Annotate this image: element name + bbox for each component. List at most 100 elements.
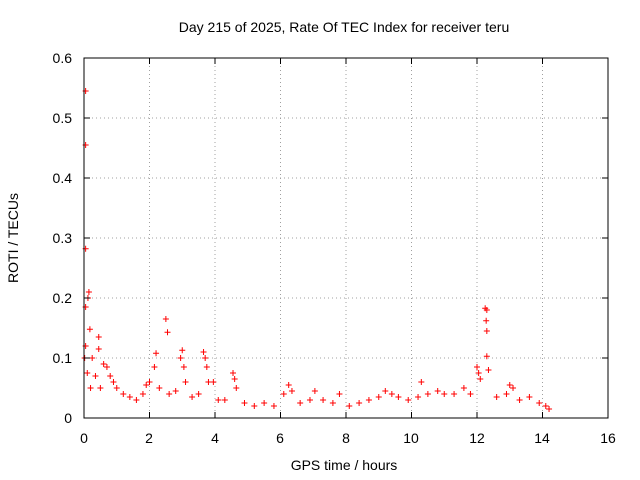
x-tick-label: 0 xyxy=(80,430,88,446)
gridlines xyxy=(83,57,609,419)
data-point xyxy=(203,364,210,370)
data-point xyxy=(210,379,217,385)
data-point xyxy=(395,394,402,400)
data-point xyxy=(103,364,110,370)
data-point xyxy=(285,382,292,388)
x-tick-label: 14 xyxy=(534,430,550,446)
data-point xyxy=(542,403,549,409)
data-point xyxy=(506,382,513,388)
data-point xyxy=(162,316,169,322)
data-point xyxy=(97,385,104,391)
data-point xyxy=(483,353,490,360)
chart-title: Day 215 of 2025, Rate Of TEC Index for r… xyxy=(179,19,509,35)
data-point xyxy=(172,388,179,394)
data-point xyxy=(100,361,107,367)
x-tick-labels: 0 2 4 6 8 10 12 14 16 xyxy=(80,430,616,446)
data-point xyxy=(110,379,117,385)
data-point xyxy=(336,391,343,397)
data-point xyxy=(329,400,336,406)
data-point xyxy=(441,391,448,397)
data-point xyxy=(177,355,184,361)
data-point xyxy=(126,394,133,400)
data-point xyxy=(388,391,395,397)
data-point xyxy=(382,388,389,394)
y-tick-label: 0.1 xyxy=(53,350,73,366)
data-point xyxy=(297,400,304,406)
y-tick-label: 0.5 xyxy=(53,110,73,126)
data-point xyxy=(200,349,207,355)
data-point xyxy=(526,394,533,400)
data-point xyxy=(356,400,363,406)
data-point xyxy=(405,397,412,403)
data-point xyxy=(230,370,237,376)
data-point xyxy=(536,400,543,406)
data-point xyxy=(195,391,202,397)
data-point xyxy=(516,397,523,403)
y-tick-label: 0 xyxy=(64,410,72,426)
data-point xyxy=(251,403,258,409)
data-point xyxy=(202,355,209,361)
data-point xyxy=(233,385,240,391)
data-point xyxy=(231,376,238,382)
data-point xyxy=(483,328,490,334)
data-point xyxy=(84,370,91,376)
data-point xyxy=(189,394,196,400)
data-point xyxy=(451,391,458,397)
data-point xyxy=(261,400,268,406)
data-point xyxy=(92,373,99,379)
data-point xyxy=(311,388,318,394)
y-tick-label: 0.4 xyxy=(53,170,73,186)
data-point xyxy=(86,326,93,333)
x-axis-label: GPS time / hours xyxy=(291,457,398,473)
data-point xyxy=(85,289,92,295)
data-point xyxy=(215,397,222,403)
data-point xyxy=(485,367,492,373)
data-point xyxy=(133,397,140,403)
x-tick-label: 10 xyxy=(403,430,419,446)
data-point xyxy=(89,355,96,361)
data-point xyxy=(120,391,127,397)
data-point xyxy=(477,376,484,382)
y-tick-label: 0.3 xyxy=(53,230,73,246)
data-point xyxy=(95,334,102,340)
data-point xyxy=(180,364,187,370)
y-tick-label: 0.2 xyxy=(53,290,73,306)
y-axis-label: ROTI / TECUs xyxy=(5,193,21,283)
data-point xyxy=(467,391,474,397)
x-tick-label: 16 xyxy=(600,430,616,446)
data-point xyxy=(143,382,150,388)
data-point xyxy=(483,307,490,313)
data-point xyxy=(306,397,313,403)
data-point xyxy=(346,403,353,409)
data-points xyxy=(81,88,553,412)
data-point xyxy=(107,373,114,379)
data-point xyxy=(95,346,102,352)
y-tick-labels: 0 0.1 0.2 0.3 0.4 0.5 0.6 xyxy=(53,50,73,426)
x-tick-label: 8 xyxy=(342,430,350,446)
data-point xyxy=(320,397,327,403)
data-point xyxy=(153,350,160,357)
data-point xyxy=(365,397,372,403)
data-point xyxy=(288,388,295,394)
data-point xyxy=(424,391,431,397)
data-point xyxy=(280,391,287,397)
data-point xyxy=(164,329,171,336)
data-point xyxy=(418,379,425,385)
data-point xyxy=(503,391,510,397)
data-point xyxy=(483,317,490,324)
data-point xyxy=(87,385,94,391)
y-tick-label: 0.6 xyxy=(53,50,73,66)
x-tick-label: 12 xyxy=(469,430,485,446)
data-point xyxy=(475,370,482,376)
data-point xyxy=(221,397,228,403)
data-point xyxy=(460,385,467,391)
data-point xyxy=(510,385,517,391)
data-point xyxy=(415,394,422,400)
data-point xyxy=(546,406,553,412)
data-point xyxy=(166,391,173,397)
data-point xyxy=(146,379,153,385)
x-tick-label: 6 xyxy=(276,430,284,446)
data-point xyxy=(113,385,120,391)
data-point xyxy=(474,364,480,370)
data-point xyxy=(434,388,441,394)
